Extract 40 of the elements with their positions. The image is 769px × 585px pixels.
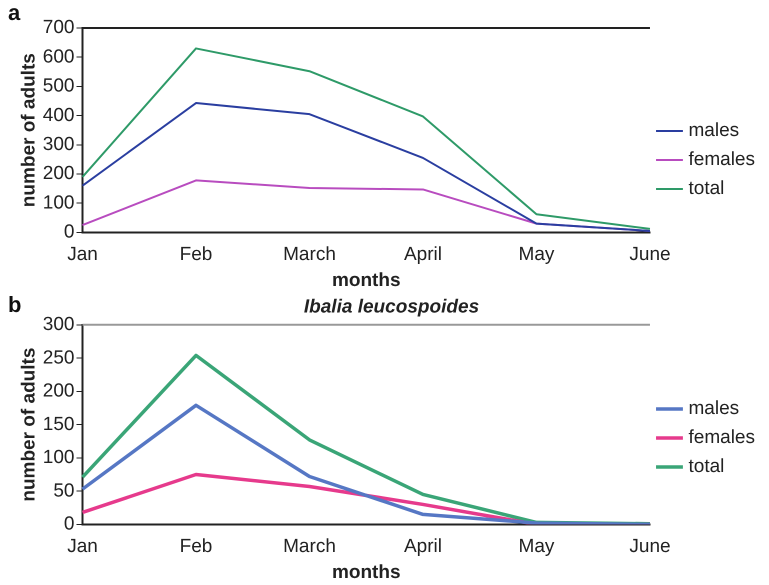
y-tick-label: 0 [64, 222, 74, 243]
text: b [8, 292, 22, 318]
legend-label: males [688, 398, 740, 420]
x-tick-label: Jan [67, 244, 98, 266]
y-tick-label: 100 [42, 192, 74, 214]
x-tick-label: March [283, 536, 336, 558]
y-tick-label: 100 [42, 447, 74, 468]
y-tick-label: 300 [42, 134, 74, 156]
y-tick-label: 500 [42, 76, 74, 97]
y-tick-label: 150 [42, 414, 74, 435]
legend-label: total [688, 456, 724, 478]
y-tick-label: 250 [42, 347, 74, 368]
x-tick-label: Jan [67, 536, 98, 558]
legend-label: females [688, 149, 756, 170]
y-tick-label: 600 [42, 46, 74, 68]
x-tick-label: June [629, 244, 671, 266]
text: a [8, 0, 20, 26]
x-tick-label: Feb [180, 244, 212, 266]
y-tick-label: 400 [42, 104, 74, 126]
x-axis-title: months [332, 562, 401, 583]
y-tick-label: 700 [42, 17, 74, 38]
y-axis-title: number of adults [18, 348, 40, 502]
legend-label: total [688, 178, 724, 200]
y-tick-label: 50 [53, 480, 74, 502]
y-axis-title: number of adults [18, 53, 40, 208]
x-tick-label: April [404, 536, 442, 558]
x-tick-label: March [283, 244, 336, 266]
legend-label: males [688, 120, 740, 142]
y-tick-label: 200 [42, 380, 74, 402]
x-axis-title: months [332, 270, 401, 291]
x-tick-label: April [404, 244, 442, 266]
x-tick-label: Feb [180, 536, 212, 558]
x-tick-label: May [518, 244, 555, 266]
chart-title: Ibalia leucospoides [304, 296, 480, 318]
y-tick-label: 0 [64, 514, 74, 535]
x-tick-label: June [629, 536, 671, 558]
y-tick-label: 300 [42, 314, 74, 336]
y-tick-label: 200 [42, 163, 74, 184]
x-tick-label: May [518, 536, 555, 558]
legend-label: females [688, 427, 756, 448]
